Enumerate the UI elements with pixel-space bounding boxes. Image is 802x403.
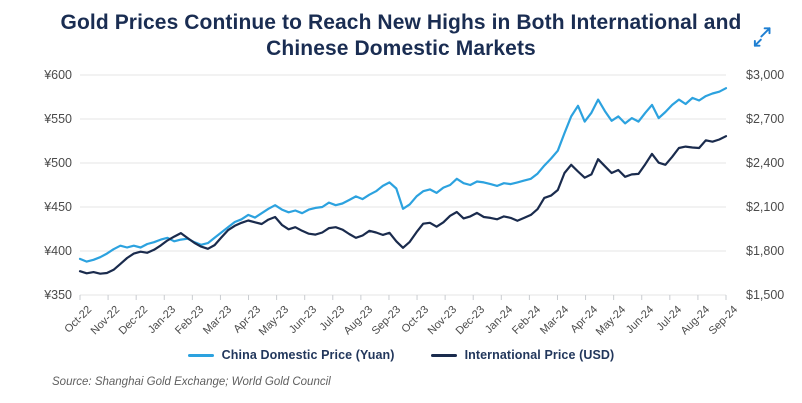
expand-icon: [753, 27, 771, 47]
legend-label-international: International Price (USD): [464, 348, 615, 362]
chart-title: Gold Prices Continue to Reach New Highs …: [60, 11, 742, 60]
legend-item-international[interactable]: International Price (USD): [430, 348, 615, 362]
legend-label-china: China Domestic Price (Yuan): [221, 348, 395, 362]
y-axis-right-label: $2,100: [746, 200, 785, 214]
y-axis-right-label: $2,400: [746, 156, 785, 170]
legend-item-china[interactable]: China Domestic Price (Yuan): [187, 348, 395, 362]
international-price-line: [78, 135, 728, 275]
y-axis-left-label: ¥400: [44, 244, 72, 258]
y-axis-left-label: ¥350: [44, 288, 72, 302]
expand-button[interactable]: [750, 24, 776, 50]
legend-swatch-china: [187, 353, 214, 357]
y-axis-left-label: ¥500: [44, 156, 72, 170]
source-note: Source: Shanghai Gold Exchange; World Go…: [52, 376, 331, 388]
legend: China Domestic Price (Yuan) Internationa…: [0, 346, 802, 364]
y-axis-right-label: $1,800: [746, 244, 785, 258]
y-axis-right-label: $1,500: [746, 288, 785, 302]
legend-swatch-international: [430, 353, 457, 357]
y-axis-right-label: $2,700: [746, 112, 785, 126]
y-axis-right-label: $3,000: [746, 68, 785, 82]
chart-plot: [78, 74, 728, 300]
y-axis-left-label: ¥600: [44, 68, 72, 82]
y-axis-left-label: ¥450: [44, 200, 72, 214]
y-axis-left-label: ¥550: [44, 112, 72, 126]
